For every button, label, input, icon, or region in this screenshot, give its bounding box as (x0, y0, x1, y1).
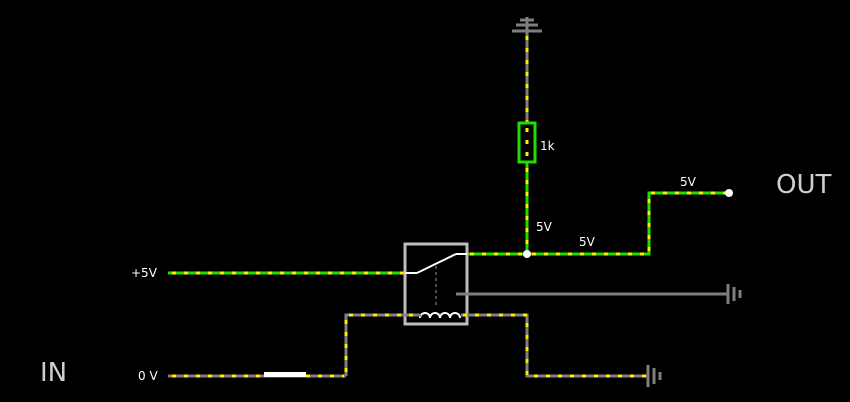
output-terminal[interactable] (725, 189, 733, 197)
bottom-ground-icon (646, 365, 662, 387)
resistor-icon (517, 121, 537, 164)
in-label: IN (40, 358, 67, 388)
switch-icon[interactable] (264, 372, 306, 377)
wire-coil-bottom-ground (461, 313, 648, 378)
right-ground-icon (726, 284, 742, 304)
out-voltage-label: 5V (680, 175, 697, 189)
wire-switch-coil (344, 313, 421, 376)
relay-icon[interactable] (403, 242, 469, 326)
wire-node-output (527, 191, 729, 256)
junction-node (523, 250, 531, 258)
zero-volt-label: 0 V (138, 369, 158, 383)
node-voltage-label-a: 5V (536, 220, 553, 234)
out-label: OUT (776, 170, 831, 200)
node-voltage-label-b: 5V (579, 235, 596, 249)
supply-label: +5V (131, 266, 158, 280)
top-ground-icon (512, 17, 542, 33)
resistor-value-label: 1k (540, 139, 555, 153)
